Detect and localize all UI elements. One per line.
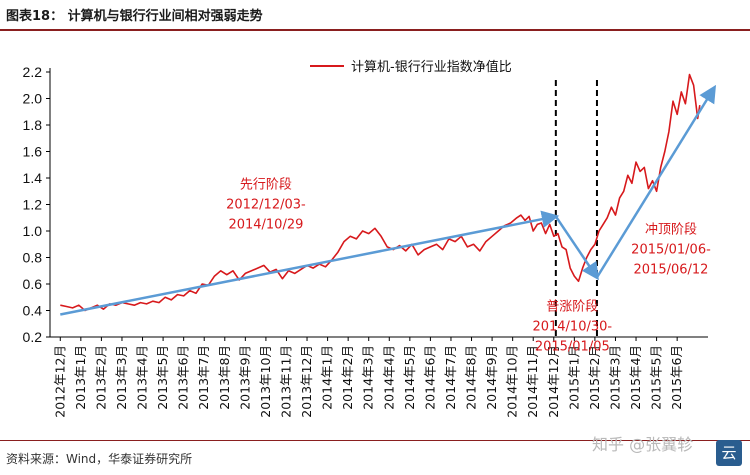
x-tick-label: 2013年12月 bbox=[299, 345, 314, 418]
y-tick-label: 0.8 bbox=[23, 250, 43, 266]
header-divider bbox=[0, 29, 750, 31]
watermark-logo: 云 bbox=[716, 440, 742, 466]
x-tick-label: 2013年4月 bbox=[135, 345, 150, 410]
x-tick-label: 2015年2月 bbox=[587, 345, 602, 410]
y-tick-label: 0.6 bbox=[23, 276, 43, 292]
figure-header: 图表18： 计算机与银行行业间相对强弱走势 bbox=[0, 0, 750, 31]
x-tick-label: 2015年6月 bbox=[669, 345, 684, 410]
x-tick-label: 2014年12月 bbox=[546, 345, 561, 418]
y-tick-label: 0.4 bbox=[23, 303, 43, 319]
x-tick-label: 2014年11月 bbox=[525, 345, 540, 418]
x-tick-label: 2014年10月 bbox=[505, 345, 520, 418]
legend-label: 计算机-银行行业指数净值比 bbox=[351, 59, 512, 75]
phase-annotation: 2015/06/12 bbox=[634, 263, 709, 278]
x-tick-label: 2013年11月 bbox=[278, 345, 293, 418]
x-tick-label: 2013年3月 bbox=[114, 345, 129, 410]
x-tick-label: 2013年5月 bbox=[155, 345, 170, 410]
x-tick-label: 2013年1月 bbox=[73, 345, 88, 410]
x-tick-label: 2013年10月 bbox=[258, 345, 273, 418]
x-tick-label: 2012年12月 bbox=[52, 345, 67, 418]
x-tick-label: 2013年2月 bbox=[93, 345, 108, 410]
trend-arrow bbox=[595, 84, 717, 279]
x-tick-label: 2014年4月 bbox=[381, 345, 396, 410]
phase-annotation: 2012/12/03- bbox=[226, 198, 306, 213]
y-tick-label: 2.0 bbox=[23, 91, 43, 107]
source-note: 资料来源：Wind，华泰证券研究所 bbox=[6, 452, 193, 466]
y-tick-label: 1.8 bbox=[23, 117, 43, 133]
x-tick-label: 2015年3月 bbox=[607, 345, 622, 410]
x-tick-label: 2015年1月 bbox=[566, 345, 581, 410]
trend-arrow bbox=[554, 215, 599, 281]
x-tick-label: 2014年9月 bbox=[484, 345, 499, 410]
x-tick-label: 2015年5月 bbox=[649, 345, 664, 410]
x-tick-label: 2013年7月 bbox=[196, 345, 211, 410]
x-tick-label: 2013年9月 bbox=[237, 345, 252, 410]
series-line bbox=[60, 73, 701, 312]
x-tick-label: 2014年7月 bbox=[443, 345, 458, 410]
phase-annotation: 普涨阶段 bbox=[546, 300, 598, 315]
x-tick-label: 2014年8月 bbox=[464, 345, 479, 410]
x-tick-label: 2014年5月 bbox=[402, 345, 417, 410]
x-tick-label: 2014年6月 bbox=[422, 345, 437, 410]
y-tick-label: 1.6 bbox=[23, 144, 43, 160]
x-tick-label: 2014年2月 bbox=[340, 345, 355, 410]
y-tick-label: 1.0 bbox=[23, 223, 43, 239]
chart: 0.2 0.4 0.6 0.8 1.0 1.2 1.4 1.6 1.8 2.0 2.2 2012年12… bbox=[23, 59, 717, 418]
y-tick-label: 1.4 bbox=[23, 170, 43, 186]
y-tick-label: 2.2 bbox=[23, 64, 43, 80]
phase-annotation: 2014/10/29 bbox=[228, 218, 303, 233]
page-title: 图表18： 计算机与银行行业间相对强弱走势 bbox=[6, 9, 263, 24]
x-tick-label: 2014年1月 bbox=[320, 345, 335, 410]
x-tick-label: 2013年8月 bbox=[217, 345, 232, 410]
phase-annotation: 冲顶阶段 bbox=[645, 223, 697, 238]
phase-annotation: 2015/01/06- bbox=[631, 243, 711, 258]
phase-annotation: 2014/10/30- bbox=[532, 320, 612, 335]
watermark: 知乎 @张翼轸 bbox=[592, 435, 694, 454]
x-tick-label: 2015年4月 bbox=[628, 345, 643, 410]
y-tick-label: 0.2 bbox=[23, 329, 43, 345]
x-tick-label: 2014年3月 bbox=[361, 345, 376, 410]
y-tick-label: 1.2 bbox=[23, 197, 43, 213]
trend-arrow bbox=[60, 210, 560, 316]
x-tick-label: 2013年6月 bbox=[176, 345, 191, 410]
footer-divider bbox=[0, 440, 750, 441]
phase-annotation: 2015/01/05 bbox=[535, 340, 610, 355]
phase-annotation: 先行阶段 bbox=[240, 178, 292, 193]
